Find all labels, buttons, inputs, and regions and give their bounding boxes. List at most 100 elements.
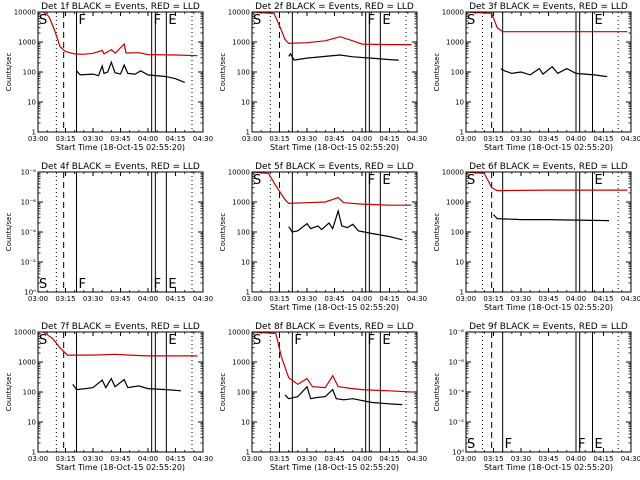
chart-title: Det 6f BLACK = Events, RED = LLD	[469, 162, 628, 172]
x-tick-label: 04:00	[566, 135, 586, 143]
y-tick-label: 10000	[14, 329, 36, 337]
y-tick-label: 10	[241, 99, 250, 107]
events-series-line	[72, 377, 182, 392]
x-axis-label: Start Time (18-Oct-15 02:55:20)	[56, 463, 185, 472]
y-tick-label: 10⁻²	[449, 419, 465, 427]
chart-title: Det 9f BLACK = Events, RED = LLD	[469, 322, 628, 332]
y-axis-label: Counts/sec	[433, 373, 441, 412]
y-axis-label: Counts/sec	[5, 53, 13, 92]
x-tick-label: 03:45	[110, 455, 130, 463]
event-marker-label: S	[253, 333, 261, 348]
x-axis-label: Start Time (18-Oct-15 02:55:20)	[270, 143, 399, 152]
x-tick-label: 03:00	[242, 135, 262, 143]
y-tick-label: 1000	[232, 39, 250, 47]
x-tick-label: 03:00	[456, 135, 476, 143]
x-axis-label: Start Time (18-Oct-15 02:55:20)	[270, 303, 399, 312]
y-tick-label: 1000	[446, 199, 464, 207]
x-tick-label: 04:15	[379, 295, 399, 303]
x-tick-label: 03:45	[324, 295, 344, 303]
y-tick-label: 100	[451, 69, 464, 77]
x-tick-label: 03:30	[297, 295, 317, 303]
x-tick-label: 04:30	[621, 135, 640, 143]
event-marker-label: E	[595, 13, 603, 28]
event-marker-label: E	[595, 437, 603, 452]
chart-title: Det 3f BLACK = Events, RED = LLD	[469, 2, 628, 12]
chart-title: Det 4f BLACK = Events, RED = LLD	[41, 162, 200, 172]
lld-series-line	[43, 331, 198, 357]
y-tick-label: 10⁻⁸	[21, 169, 37, 177]
y-tick-label: 1000	[446, 39, 464, 47]
plot-frame	[465, 331, 632, 453]
chart-title: Det 7f BLACK = Events, RED = LLD	[41, 322, 200, 332]
y-tick-label: 10⁻⁴	[21, 229, 37, 237]
x-tick-label: 04:00	[138, 455, 158, 463]
y-axis-label: Counts/sec	[5, 373, 13, 412]
x-tick-label: 03:30	[511, 455, 531, 463]
chart-panel: Det 2f BLACK = Events, RED = LLD 1 10 100 10…	[219, 2, 427, 152]
events-series-line	[493, 214, 610, 222]
y-tick-label: 100	[23, 389, 36, 397]
event-marker-label: S	[253, 13, 261, 28]
x-tick-label: 03:30	[297, 455, 317, 463]
plot-frame	[37, 11, 204, 133]
event-marker-label: E	[168, 13, 176, 28]
chart-panel: Det 1f BLACK = Events, RED = LLD 1 10 100 10…	[5, 2, 213, 152]
x-tick-label: 04:15	[379, 135, 399, 143]
y-tick-label: 1	[246, 289, 250, 297]
x-axis-label: Start Time (18-Oct-15 02:55:20)	[56, 143, 185, 152]
plot-frame	[465, 171, 632, 293]
plot-frame	[251, 11, 418, 133]
y-tick-label: 10⁻⁶	[21, 199, 37, 207]
x-tick-label: 04:00	[566, 455, 586, 463]
x-tick-label: 03:00	[456, 455, 476, 463]
event-marker-label: E	[168, 277, 176, 292]
y-axis-label: Counts/sec	[219, 53, 227, 92]
event-marker-label: S	[39, 277, 47, 292]
event-marker-label: S	[39, 333, 47, 348]
y-tick-label: 100	[23, 69, 36, 77]
x-tick-label: 04:15	[379, 455, 399, 463]
plot-frame	[37, 171, 204, 293]
event-marker-label: F	[368, 333, 375, 348]
y-axis-label: Counts/sec	[433, 53, 441, 92]
y-tick-label: 10⁻⁸	[449, 329, 465, 337]
y-tick-label: 100	[237, 69, 250, 77]
y-tick-label: 10	[27, 419, 36, 427]
chart-title: Det 1f BLACK = Events, RED = LLD	[41, 2, 200, 12]
x-tick-label: 03:30	[511, 295, 531, 303]
y-axis-label: Counts/sec	[219, 373, 227, 412]
chart-panel: Det 3f BLACK = Events, RED = LLD 1 10 100 10…	[433, 2, 640, 152]
y-axis-label: Counts/sec	[433, 213, 441, 252]
event-marker-label: F	[154, 277, 161, 292]
x-tick-label: 03:45	[110, 295, 130, 303]
x-tick-label: 03:15	[269, 455, 289, 463]
y-tick-label: 1000	[18, 39, 36, 47]
x-tick-label: 03:45	[324, 135, 344, 143]
event-marker-label: F	[79, 13, 86, 28]
event-marker-label: E	[382, 173, 390, 188]
event-marker-label: F	[368, 13, 375, 28]
x-tick-label: 03:15	[55, 295, 75, 303]
x-axis-label: Start Time (18-Oct-15 02:55:20)	[484, 303, 613, 312]
x-tick-label: 03:15	[269, 295, 289, 303]
y-tick-label: 1000	[18, 359, 36, 367]
y-tick-label: 10000	[228, 329, 250, 337]
x-tick-label: 04:30	[407, 295, 427, 303]
x-tick-label: 03:00	[28, 455, 48, 463]
x-axis-label: Start Time (18-Oct-15 02:55:20)	[270, 463, 399, 472]
y-tick-label: 10⁻⁴	[449, 389, 465, 397]
x-tick-label: 04:00	[352, 295, 372, 303]
x-tick-label: 03:45	[324, 455, 344, 463]
x-tick-label: 04:30	[407, 135, 427, 143]
y-tick-label: 10000	[442, 9, 464, 17]
events-series-line	[76, 60, 185, 83]
y-tick-label: 10⁰	[24, 289, 36, 297]
event-marker-label: F	[578, 437, 585, 452]
y-tick-label: 10000	[442, 169, 464, 177]
y-tick-label: 10	[241, 419, 250, 427]
event-marker-label: F	[154, 13, 161, 28]
x-axis-label: Start Time (18-Oct-15 02:55:20)	[484, 143, 613, 152]
y-tick-label: 1	[460, 289, 464, 297]
x-tick-label: 03:15	[483, 135, 503, 143]
